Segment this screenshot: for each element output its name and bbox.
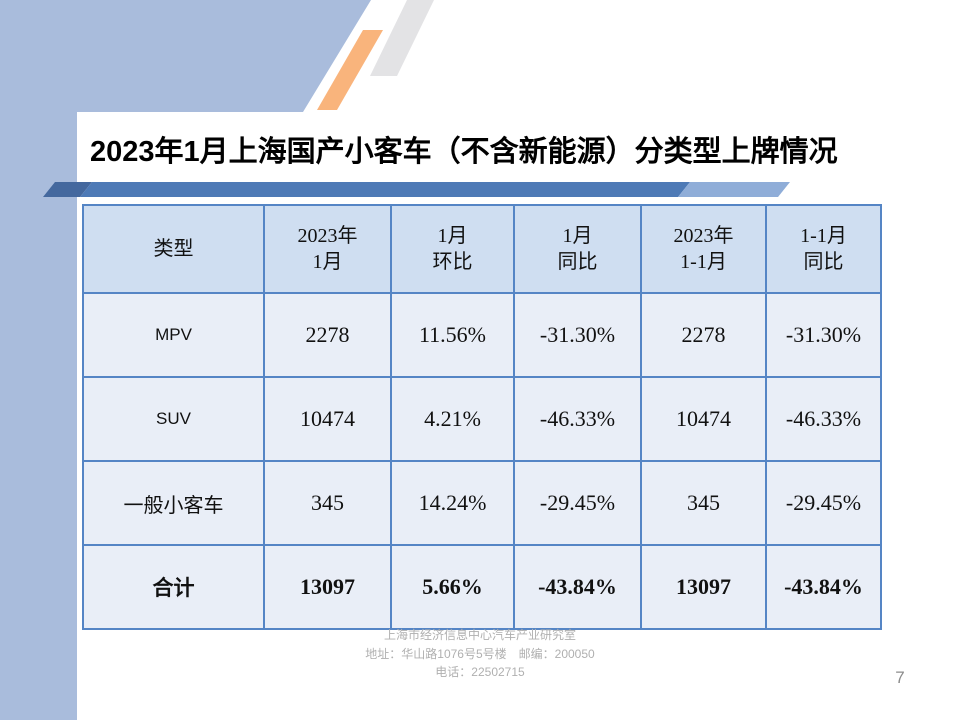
table-row-mpv: MPV 2278 11.56% -31.30% 2278 -31.30%	[82, 292, 882, 378]
table-cell: -29.45%	[765, 460, 882, 546]
table-cell: 13097	[263, 544, 392, 630]
row-label: MPV	[82, 292, 265, 378]
column-header-ytd-yoy: 1-1月 同比	[765, 204, 882, 294]
row-label: 合计	[82, 544, 265, 630]
table-cell: 345	[640, 460, 767, 546]
table-cell: 11.56%	[390, 292, 515, 378]
column-header-jan-mom: 1月 环比	[390, 204, 515, 294]
table-cell: 10474	[263, 376, 392, 462]
table-cell: -31.30%	[765, 292, 882, 378]
table-header-row: 类型 2023年 1月 1月 环比 1月 同比 2023年 1-1月 1-1月 …	[82, 204, 882, 294]
table-cell: 10474	[640, 376, 767, 462]
footer-phone-line: 电话：22502715	[435, 665, 525, 680]
page-number: 7	[895, 668, 905, 687]
row-label: SUV	[82, 376, 265, 462]
table-row-general: 一般小客车 345 14.24% -29.45% 345 -29.45%	[82, 460, 882, 546]
footer-org-line: 上海市经济信息中心汽车产业研究室	[383, 628, 576, 642]
table-cell: 2278	[263, 292, 392, 378]
table-cell: -43.84%	[513, 544, 642, 630]
table-row-total: 合计 13097 5.66% -43.84% 13097 -43.84%	[82, 544, 882, 630]
column-header-type: 类型	[82, 204, 265, 294]
column-header-jan-yoy: 1月 同比	[513, 204, 642, 294]
table-cell: -46.33%	[513, 376, 642, 462]
table-row-suv: SUV 10474 4.21% -46.33% 10474 -46.33%	[82, 376, 882, 462]
table-cell: -31.30%	[513, 292, 642, 378]
table-cell: 13097	[640, 544, 767, 630]
table-cell: 2278	[640, 292, 767, 378]
column-header-2023-jan: 2023年 1月	[263, 204, 392, 294]
row-label: 一般小客车	[82, 460, 265, 546]
table-cell: -29.45%	[513, 460, 642, 546]
slide-title: 2023年1月上海国产小客车（不含新能源）分类型上牌情况	[90, 136, 838, 168]
table-cell: 5.66%	[390, 544, 515, 630]
column-header-2023-ytd: 2023年 1-1月	[640, 204, 767, 294]
registration-table: 类型 2023年 1月 1月 环比 1月 同比 2023年 1-1月 1-1月 …	[82, 204, 882, 630]
table-cell: 14.24%	[390, 460, 515, 546]
table-cell: 4.21%	[390, 376, 515, 462]
footer-contact-info: 上海市经济信息中心汽车产业研究室 地址：华山路1076号5号楼 邮编：20005…	[0, 626, 960, 682]
footer-address-line: 地址：华山路1076号5号楼 邮编：200050	[365, 646, 595, 661]
table-cell: -46.33%	[765, 376, 882, 462]
table-cell: -43.84%	[765, 544, 882, 630]
table-cell: 345	[263, 460, 392, 546]
